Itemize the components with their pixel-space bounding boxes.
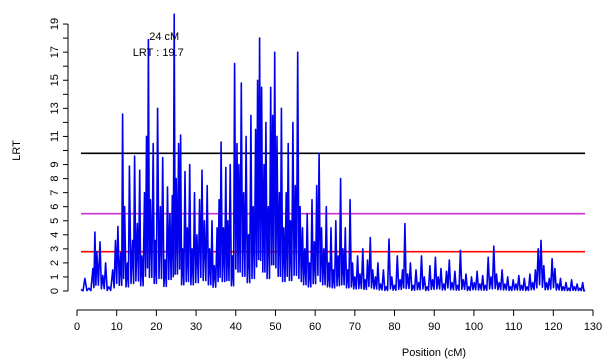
y-axis: 0 1 2 3 4 5 6 7 8 9 11 13 15 17 19 bbox=[49, 18, 69, 294]
x-tick-label: 20 bbox=[150, 321, 162, 333]
y-tick-label: 17 bbox=[49, 46, 61, 58]
y-tick-label: 6 bbox=[49, 204, 61, 210]
y-tick-label: 4 bbox=[49, 232, 61, 238]
threshold-lines bbox=[80, 152, 586, 253]
y-tick-label: 7 bbox=[49, 190, 61, 196]
peak-annotation-position: 24 cM bbox=[149, 31, 179, 43]
peak-annotation: 24 cM LRT : 19.7 bbox=[133, 31, 184, 59]
x-tick-label: 30 bbox=[190, 321, 202, 333]
y-tick-label: 11 bbox=[49, 131, 61, 142]
y-tick-label: 19 bbox=[49, 18, 61, 30]
y-tick-label: 2 bbox=[49, 260, 61, 266]
y-tick-label: 15 bbox=[49, 74, 61, 86]
peak-annotation-lrt: LRT : 19.7 bbox=[133, 47, 184, 59]
y-tick-label: 1 bbox=[49, 274, 61, 280]
y-tick-label: 9 bbox=[49, 161, 61, 167]
x-tick-label: 130 bbox=[584, 321, 602, 333]
x-tick-label: 0 bbox=[74, 321, 80, 333]
y-tick-label: 13 bbox=[49, 102, 61, 114]
x-tick-label: 40 bbox=[230, 321, 242, 333]
x-tick-label: 100 bbox=[465, 321, 483, 333]
x-tick-label: 70 bbox=[349, 321, 361, 333]
y-tick-label: 0 bbox=[49, 288, 61, 294]
x-tick-label: 10 bbox=[111, 321, 123, 333]
x-tick-label: 60 bbox=[309, 321, 321, 333]
y-axis-title: LRT bbox=[11, 140, 23, 161]
x-tick-label: 50 bbox=[269, 321, 281, 333]
x-tick-label: 120 bbox=[544, 321, 562, 333]
y-tick-label: 3 bbox=[49, 246, 61, 252]
y-tick-label: 5 bbox=[49, 218, 61, 224]
lrt-series-line bbox=[80, 13, 586, 292]
x-axis-title: Position (cM) bbox=[402, 347, 466, 359]
x-tick-label: 90 bbox=[428, 321, 440, 333]
x-tick-label: 110 bbox=[505, 321, 523, 333]
x-axis: 0 10 20 30 40 50 60 70 80 90 100 110 120 130 bbox=[74, 309, 602, 333]
x-tick-label: 80 bbox=[388, 321, 400, 333]
y-tick-label: 8 bbox=[49, 176, 61, 182]
series-group bbox=[80, 13, 586, 292]
